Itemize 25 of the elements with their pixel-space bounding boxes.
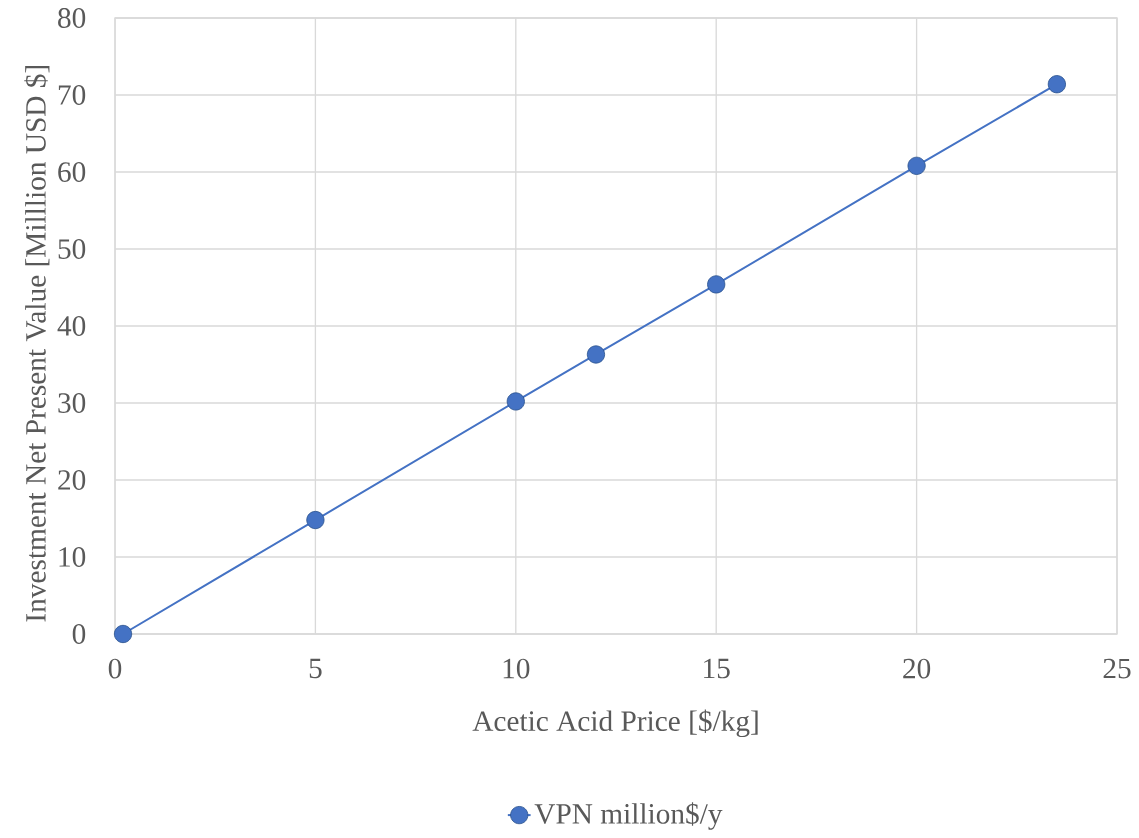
point	[506, 392, 525, 411]
y-axis-title: Investment Net Present Value [Milllion USD $]	[24, 65, 50, 622]
y-tick-label: 70	[58, 85, 86, 105]
y-tick-label: 60	[58, 162, 86, 182]
point	[1047, 75, 1066, 94]
x-tick-label: 20	[903, 658, 931, 679]
x-axis-title: Acetic Acid Price [$/kg]	[472, 709, 758, 738]
x-tick-label: 10	[503, 658, 530, 679]
y-tick-label: 20	[58, 470, 86, 490]
point	[306, 510, 325, 530]
y-tick-label: 10	[59, 547, 86, 567]
x-tick-label: 25	[1103, 658, 1131, 679]
y-tick-label: 40	[57, 316, 86, 336]
point	[586, 345, 606, 364]
x-tick-label: 5	[309, 658, 322, 679]
y-tick-label: 0	[72, 624, 86, 644]
y-tick-label: 50	[58, 239, 86, 259]
y-tick-label: 80	[58, 8, 86, 28]
point	[907, 156, 926, 175]
point	[113, 624, 133, 644]
legend-label: VPN million$/y	[534, 802, 723, 830]
point	[707, 275, 726, 294]
x-tick-label: 0	[108, 658, 122, 679]
y-tick-label: 30	[58, 393, 86, 413]
x-tick-label: 15	[704, 658, 730, 679]
